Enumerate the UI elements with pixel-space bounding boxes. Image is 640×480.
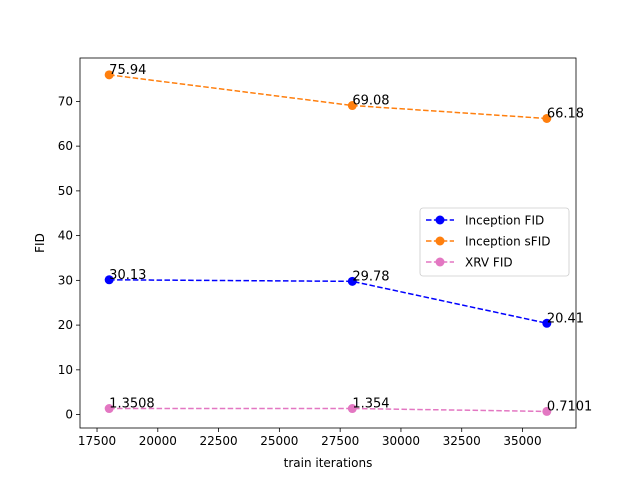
x-tick-label: 20000 bbox=[139, 434, 177, 448]
legend-label-xrv-fid: XRV FID bbox=[465, 256, 513, 270]
y-tick-label: 0 bbox=[65, 408, 73, 422]
x-tick-label: 30000 bbox=[382, 434, 420, 448]
x-tick-label: 25000 bbox=[260, 434, 298, 448]
data-label-xrv-fid: 0.7101 bbox=[547, 399, 593, 414]
data-labels: 30.13 29.78 20.41 75.94 69.08 66.18 1.3508 1.35… bbox=[109, 63, 592, 415]
y-tick-label: 40 bbox=[58, 229, 73, 243]
legend: Inception FID Inception sFID XRV FID bbox=[419, 207, 570, 277]
y-tick-label: 30 bbox=[58, 273, 73, 287]
data-label-inception-sfid: 66.18 bbox=[547, 106, 584, 121]
series-layer bbox=[104, 70, 552, 416]
data-point-xrv-fid bbox=[347, 404, 357, 414]
data-point-xrv-fid bbox=[104, 404, 114, 414]
y-tick-label: 60 bbox=[58, 139, 73, 153]
legend-marker-xrv-fid bbox=[435, 257, 445, 267]
series-line-xrv-fid bbox=[109, 407, 547, 413]
data-label-inception-fid: 30.13 bbox=[109, 268, 146, 283]
legend-marker-inception-sfid bbox=[435, 236, 445, 246]
data-point-inception-fid bbox=[542, 318, 552, 328]
y-tick-label: 10 bbox=[58, 363, 73, 377]
x-tick-label: 17500 bbox=[78, 434, 116, 448]
data-label-xrv-fid: 1.3508 bbox=[109, 397, 155, 412]
x-tick-label: 27500 bbox=[321, 434, 359, 448]
y-tick-label: 70 bbox=[58, 94, 73, 108]
x-axis-ticks: 17500 20000 22500 25000 27500 30000 32500 35000 bbox=[78, 428, 542, 448]
x-tick-label: 35000 bbox=[503, 434, 541, 448]
data-point-inception-fid bbox=[347, 276, 357, 286]
data-point-inception-sfid bbox=[347, 101, 357, 111]
data-point-inception-fid bbox=[104, 275, 114, 285]
data-point-inception-sfid bbox=[104, 70, 114, 80]
y-axis-ticks: 0 10 20 30 40 50 60 70 bbox=[58, 94, 80, 422]
data-point-xrv-fid bbox=[542, 406, 552, 416]
x-tick-label: 22500 bbox=[199, 434, 237, 448]
data-label-inception-fid: 20.41 bbox=[547, 311, 584, 326]
data-point-inception-sfid bbox=[542, 113, 552, 123]
data-label-xrv-fid: 1.354 bbox=[352, 397, 389, 412]
legend-box bbox=[419, 207, 570, 277]
legend-marker-inception-fid bbox=[435, 215, 445, 225]
data-label-inception-fid: 29.78 bbox=[352, 269, 389, 284]
legend-label-inception-sfid: Inception sFID bbox=[465, 235, 550, 249]
data-label-inception-sfid: 69.08 bbox=[352, 94, 389, 109]
legend-label-inception-fid: Inception FID bbox=[465, 214, 544, 228]
data-label-inception-sfid: 75.94 bbox=[109, 63, 146, 78]
y-tick-label: 50 bbox=[58, 184, 73, 198]
x-axis-label: train iterations bbox=[284, 456, 373, 470]
x-tick-label: 32500 bbox=[443, 434, 481, 448]
y-axis-label: FID bbox=[33, 233, 47, 253]
series-line-inception-fid bbox=[109, 279, 547, 324]
y-tick-label: 20 bbox=[58, 318, 73, 332]
